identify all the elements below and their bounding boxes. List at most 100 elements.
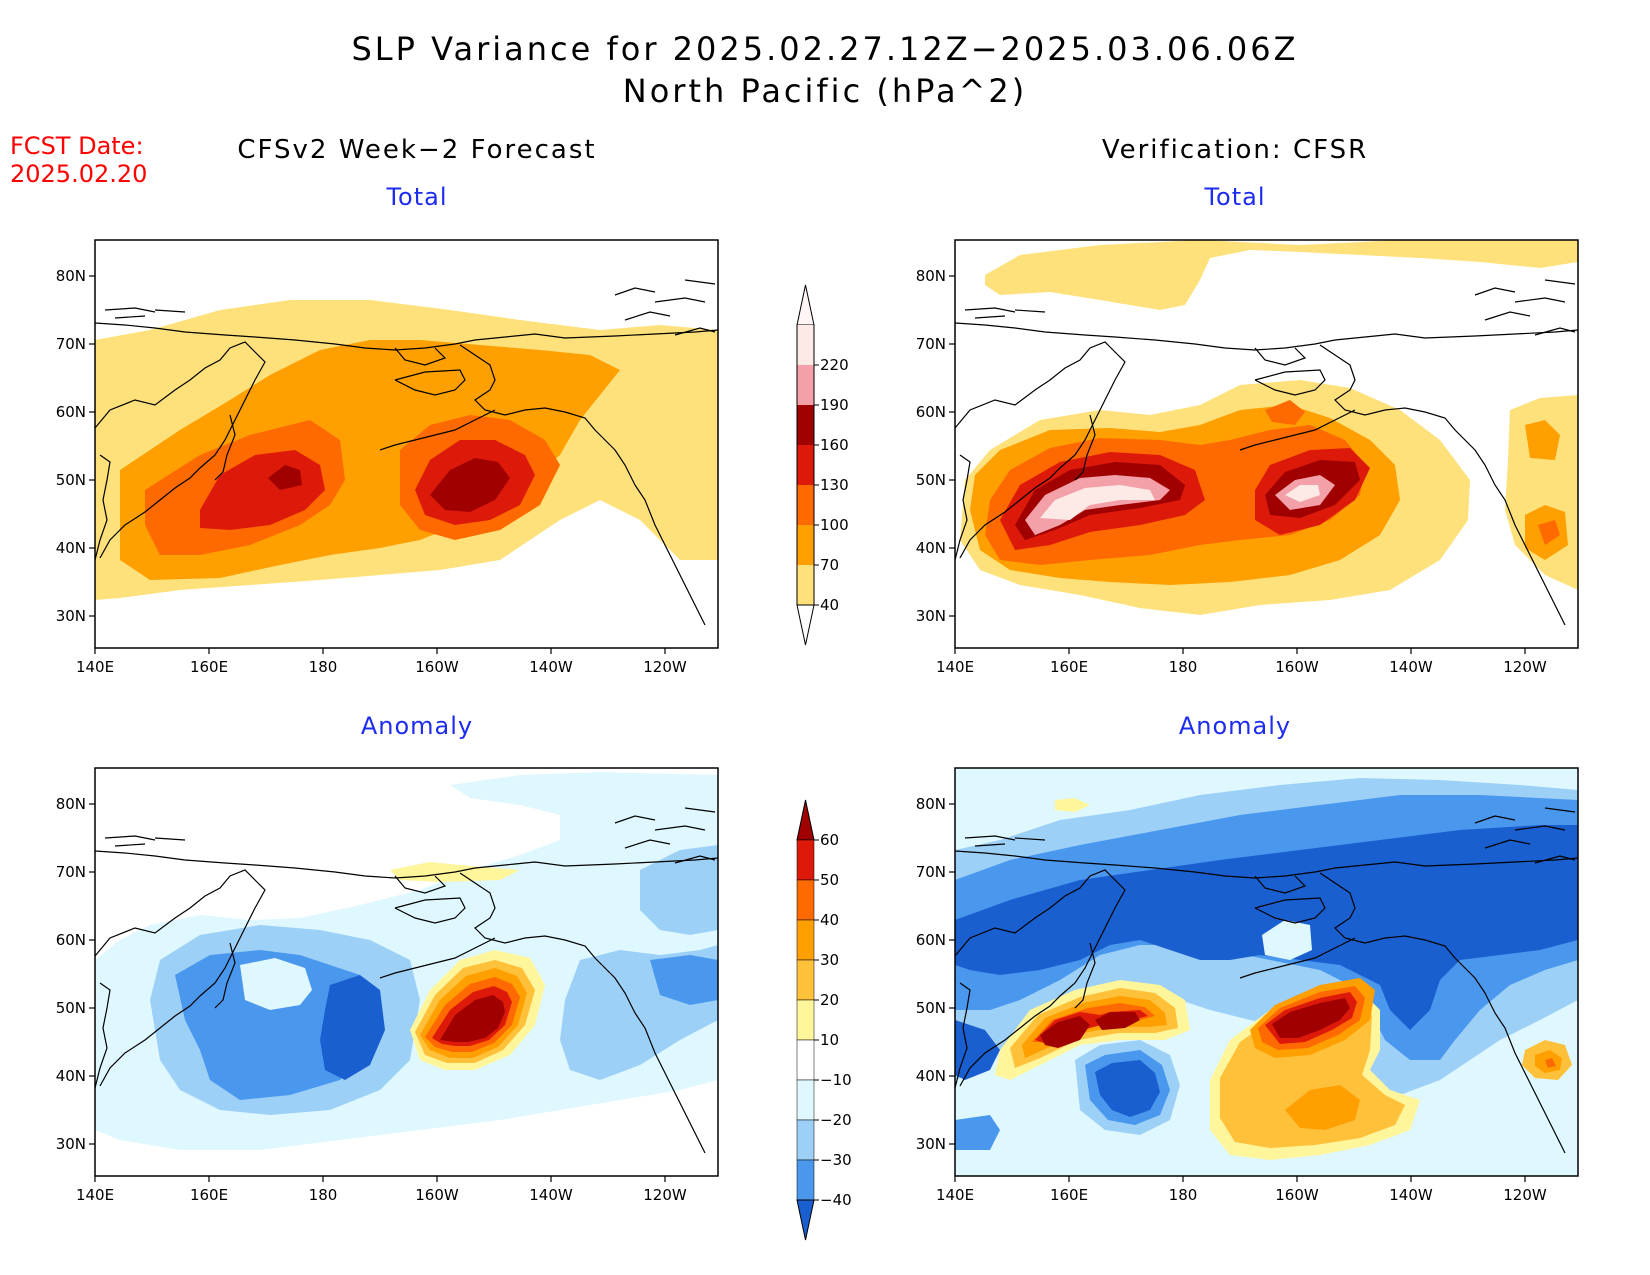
lat-tick-label: 70N (56, 863, 86, 881)
verification-total-map (955, 240, 1578, 648)
lat-tick-label: 30N (916, 1135, 946, 1153)
colorbar-anomaly-label: −10 (820, 1071, 852, 1089)
colorbar-anomaly-label: −40 (820, 1191, 852, 1209)
verification-anomaly-map (955, 768, 1578, 1176)
lon-tick-label: 140E (936, 658, 974, 676)
colorbar-anomaly-label: 20 (820, 991, 839, 1009)
colorbar-anomaly-label: 50 (820, 871, 839, 889)
main-title-line2: North Pacific (hPa^2) (622, 72, 1028, 110)
lat-tick-label: 50N (916, 471, 946, 489)
lat-tick-label: 80N (56, 267, 86, 285)
colorbar-anomaly-label: −20 (820, 1111, 852, 1129)
lat-tick-label: 30N (56, 1135, 86, 1153)
colorbar-anomaly-label: −30 (820, 1151, 852, 1169)
lon-tick-label: 140E (76, 1186, 114, 1204)
colorbar-total-label: 160 (820, 436, 849, 454)
lon-tick-label: 180 (309, 1186, 338, 1204)
lat-tick-label: 60N (916, 403, 946, 421)
forecast-anomaly-shading (95, 772, 718, 1150)
forecast-anomaly-map (95, 768, 718, 1176)
lon-tick-label: 140W (1389, 658, 1433, 676)
colorbar-anomaly-swatch (796, 1079, 815, 1121)
colorbar-total-label: 100 (820, 516, 849, 534)
colorbar-anomaly-label: 60 (820, 831, 839, 849)
lon-tick-label: 120W (1503, 1186, 1547, 1204)
lon-tick-label: 140W (1389, 1186, 1433, 1204)
lon-tick-label: 120W (643, 658, 687, 676)
lat-tick-label: 70N (916, 335, 946, 353)
lon-tick-label: 160W (1275, 1186, 1319, 1204)
colorbar-anomaly-cap-bottom (796, 1199, 815, 1241)
lat-tick-label: 80N (916, 267, 946, 285)
lat-tick-label: 60N (56, 931, 86, 949)
lat-tick-label: 50N (56, 471, 86, 489)
fcst-date-label: FCST Date: (10, 132, 144, 160)
lat-tick-label: 70N (56, 335, 86, 353)
lat-tick-label: 30N (56, 607, 86, 625)
lon-tick-label: 160W (415, 658, 459, 676)
verification-total-title: Total (1204, 183, 1266, 211)
right-column-title: Verification: CFSR (1101, 135, 1369, 165)
colorbar-total-label: 190 (820, 396, 849, 414)
colorbar-total-swatch (797, 485, 814, 525)
colorbar-total-swatch (797, 525, 814, 565)
colorbar-total-swatch (797, 565, 814, 605)
colorbar-total-swatch (797, 365, 814, 405)
lon-tick-label: 140E (76, 658, 114, 676)
colorbar-anomaly: 60 50 40 30 20 10 −10 −20 −30 −40 (796, 799, 852, 1241)
verification-total-shading (960, 240, 1578, 615)
lon-tick-label: 160E (1050, 1186, 1088, 1204)
main-title-line1: SLP Variance for 2025.02.27.12Z−2025.03.… (351, 30, 1299, 68)
lat-tick-label: 70N (916, 863, 946, 881)
colorbar-total-label: 130 (820, 476, 849, 494)
colorbar-total-swatch (797, 325, 814, 365)
colorbar-anomaly-swatch (796, 919, 815, 961)
lat-tick-label: 60N (916, 931, 946, 949)
lon-tick-label: 160E (1050, 658, 1088, 676)
lat-tick-label: 40N (56, 1067, 86, 1085)
verification-anomaly-title: Anomaly (1178, 712, 1292, 740)
colorbar-anomaly-label: 10 (820, 1031, 839, 1049)
colorbar-total-cap-bottom (796, 604, 815, 646)
lon-tick-label: 180 (1169, 1186, 1198, 1204)
colorbar-anomaly-label: 30 (820, 951, 839, 969)
lat-tick-label: 50N (916, 999, 946, 1017)
axes-layer: 140E 160E 180 160W 140W 120W 80N 70N 60N 50N 40N 30… (56, 267, 1547, 1204)
verification-anomaly-shading (955, 778, 1578, 1160)
lon-tick-label: 160W (415, 1186, 459, 1204)
lon-tick-label: 140W (529, 1186, 573, 1204)
colorbar-total-label: 220 (820, 356, 849, 374)
forecast-anomaly-title: Anomaly (360, 712, 474, 740)
colorbar-total-label: 40 (820, 596, 839, 614)
lon-tick-label: 160E (190, 658, 228, 676)
lat-tick-label: 40N (916, 539, 946, 557)
lat-tick-label: 80N (56, 795, 86, 813)
colorbar-anomaly-cap-top (796, 799, 815, 841)
lat-tick-label: 80N (916, 795, 946, 813)
forecast-total-title: Total (386, 183, 448, 211)
lat-tick-label: 30N (916, 607, 946, 625)
colorbar-total-swatch (797, 445, 814, 485)
lon-tick-label: 160E (190, 1186, 228, 1204)
lon-tick-label: 180 (1169, 658, 1198, 676)
colorbar-anomaly-swatch (796, 839, 815, 881)
forecast-total-map (95, 240, 718, 648)
lon-tick-label: 120W (643, 1186, 687, 1204)
colorbar-total: 220 190 160 130 100 70 40 (796, 284, 849, 646)
lat-tick-label: 50N (56, 999, 86, 1017)
lat-tick-label: 40N (916, 1067, 946, 1085)
colorbar-total-label: 70 (820, 556, 839, 574)
colorbar-anomaly-swatch (796, 1159, 815, 1201)
colorbar-anomaly-swatch (796, 1119, 815, 1161)
lon-tick-label: 180 (309, 658, 338, 676)
colorbar-anomaly-swatch (796, 959, 815, 1001)
colorbar-total-cap-top (796, 284, 815, 326)
lon-tick-label: 120W (1503, 658, 1547, 676)
colorbar-anomaly-swatch (796, 999, 815, 1041)
lon-tick-label: 160W (1275, 658, 1319, 676)
fcst-date-value: 2025.02.20 (10, 160, 148, 188)
colorbar-anomaly-swatch (796, 1039, 815, 1081)
colorbar-anomaly-swatch (796, 879, 815, 921)
colorbar-anomaly-label: 40 (820, 911, 839, 929)
